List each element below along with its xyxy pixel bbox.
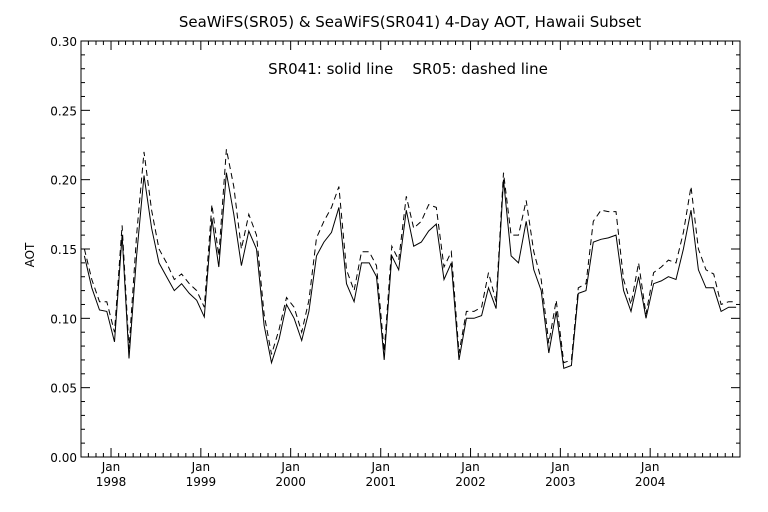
- x-tick-year-label: 2001: [365, 475, 396, 489]
- x-tick-year-label: 1999: [186, 475, 217, 489]
- x-tick-month-label: Jan: [550, 460, 570, 474]
- x-tick-month-label: Jan: [280, 460, 300, 474]
- x-tick-month-label: Jan: [460, 460, 480, 474]
- y-tick-label: 0.25: [50, 104, 77, 118]
- x-tick-year-label: 2003: [545, 475, 576, 489]
- y-tick-label: 0.30: [50, 35, 77, 49]
- x-tick-year-label: 2004: [635, 475, 666, 489]
- series-sr05-line: [83, 149, 737, 364]
- plot-area: [83, 149, 737, 369]
- y-tick-label: 0.15: [50, 243, 77, 257]
- chart-title: SeaWiFS(SR05) & SeaWiFS(SR041) 4-Day AOT…: [179, 13, 641, 31]
- x-tick-month-label: Jan: [370, 460, 390, 474]
- x-axis: Jan1998Jan1999Jan2000Jan2001Jan2002Jan20…: [80, 41, 734, 489]
- series-sr041-line: [83, 172, 737, 369]
- x-tick-month-label: Jan: [101, 460, 121, 474]
- x-tick-year-label: 1998: [96, 475, 127, 489]
- x-tick-month-label: Jan: [191, 460, 211, 474]
- y-tick-label: 0.10: [50, 312, 77, 326]
- y-axis-label: AOT: [23, 242, 37, 267]
- plot-frame: [80, 40, 741, 458]
- legend-annotation: SR041: solid line SR05: dashed line: [268, 60, 548, 78]
- y-axis: 0.00 0.05 0.10 0.15 0.20 0.25 0.30: [50, 35, 740, 465]
- y-tick-label: 0.20: [50, 174, 77, 188]
- y-tick-label: 0.00: [50, 451, 77, 465]
- x-tick-month-label: Jan: [640, 460, 660, 474]
- y-tick-label: 0.05: [50, 382, 77, 396]
- x-tick-year-label: 2002: [455, 475, 486, 489]
- x-tick-year-label: 2000: [275, 475, 306, 489]
